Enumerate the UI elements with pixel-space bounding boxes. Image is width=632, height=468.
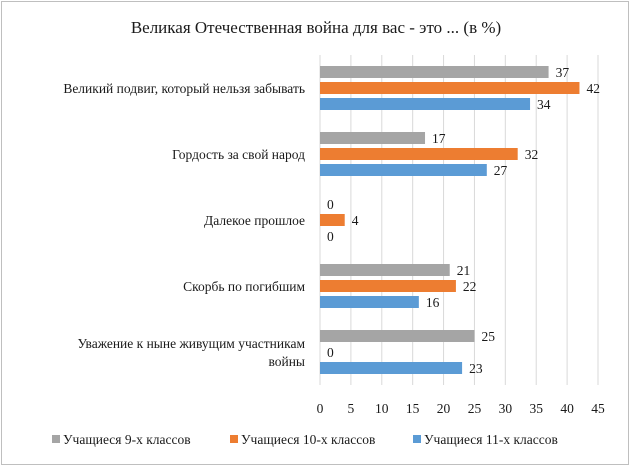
legend-swatch (413, 435, 421, 443)
legend-label: Учащиеся 10-х классов (241, 432, 375, 447)
data-label: 42 (586, 81, 600, 96)
data-label: 32 (525, 147, 539, 162)
data-label: 21 (457, 263, 471, 278)
legend-swatch (52, 435, 60, 443)
data-label: 27 (494, 163, 508, 178)
data-label: 37 (556, 65, 570, 80)
x-tick-label: 35 (529, 401, 543, 416)
data-label: 0 (327, 345, 334, 360)
x-tick-label: 5 (348, 401, 355, 416)
category-label: Далекое прошлое (204, 213, 305, 228)
bar (320, 98, 531, 110)
data-label: 23 (469, 361, 483, 376)
x-tick-label: 25 (468, 401, 482, 416)
bar (320, 264, 450, 276)
category-labels: Великий подвиг, который нельзя забывать Г… (63, 81, 305, 369)
category-label: Уважение к ныне живущим участникам (77, 336, 305, 351)
legend-label: Учащиеся 9-х классов (63, 432, 191, 447)
data-label: 22 (463, 279, 477, 294)
bar (320, 362, 463, 374)
x-tick-label: 30 (499, 401, 513, 416)
x-tick-labels: 0 5 10 15 20 25 30 35 40 45 (317, 401, 605, 416)
legend-swatch (230, 435, 238, 443)
x-tick-label: 15 (406, 401, 420, 416)
bar (320, 132, 426, 144)
bars (320, 66, 580, 374)
data-label: 0 (327, 197, 334, 212)
category-label: Гордость за свой народ (172, 147, 305, 162)
category-label: войны (268, 354, 305, 369)
category-label: Великий подвиг, который нельзя забывать (63, 81, 305, 96)
bar (320, 66, 549, 78)
bar (320, 330, 475, 342)
bar (320, 280, 456, 292)
legend-label: Учащиеся 11-х классов (424, 432, 558, 447)
legend: Учащиеся 9-х классов Учащиеся 10-х классо… (52, 432, 558, 447)
bar (320, 214, 345, 226)
x-tick-label: 20 (437, 401, 451, 416)
data-label: 34 (537, 97, 551, 112)
data-label: 4 (352, 213, 359, 228)
x-tick-label: 0 (317, 401, 324, 416)
bar (320, 82, 580, 94)
bar (320, 296, 419, 308)
bar (320, 164, 487, 176)
data-label: 17 (432, 131, 446, 146)
x-tick-label: 40 (560, 401, 574, 416)
category-label: Скорбь по погибшим (183, 279, 305, 294)
chart-title: Великая Отечественная война для вас - эт… (131, 18, 501, 37)
data-label: 0 (327, 229, 334, 244)
bar (320, 148, 518, 160)
x-tick-label: 45 (591, 401, 605, 416)
data-label: 16 (426, 295, 440, 310)
data-label: 25 (481, 329, 495, 344)
x-tick-label: 10 (375, 401, 389, 416)
